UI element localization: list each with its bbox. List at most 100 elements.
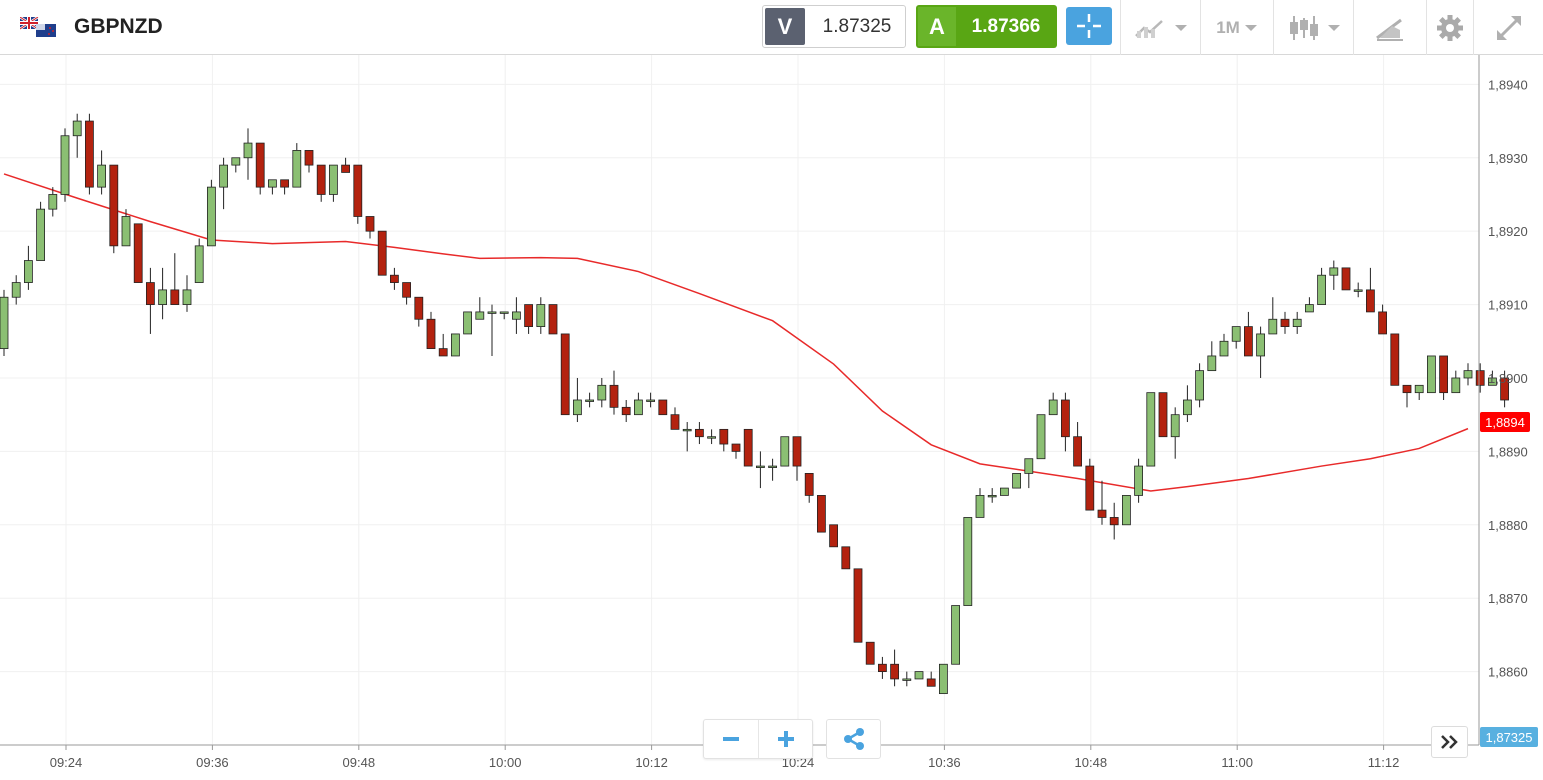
candle-body [695,428,704,438]
candle-body [1073,436,1082,467]
candle [609,370,619,415]
zoom-in-button[interactable] [759,720,813,758]
candle [1402,384,1412,408]
candle-body [1036,414,1046,460]
uk-flag-icon [20,17,56,37]
candle-body [548,304,558,335]
candle-body [914,671,924,680]
candle-body [255,142,265,188]
x-tick-label: 09:48 [343,755,376,770]
candle [121,209,131,247]
candle [926,671,936,687]
candle [377,230,387,276]
candle-body [1219,340,1229,357]
candle [1353,282,1363,298]
candle [853,568,863,643]
crosshair-button[interactable] [1066,7,1112,45]
candle-body [865,641,875,665]
candle [36,201,45,261]
candle-body [780,436,790,467]
y-tick-label: 1,8890 [1488,444,1528,459]
candle-body [1244,326,1253,357]
y-tick-label: 1,8940 [1488,77,1528,92]
candle-body [85,120,94,188]
candlestick-icon [1289,15,1318,40]
scroll-to-latest-button[interactable] [1431,726,1468,758]
candle-body [292,150,302,188]
candle-body [939,663,948,695]
indicator-button[interactable] [1120,0,1200,55]
sell-button[interactable]: V 1.87325 [762,5,906,48]
candle [463,311,473,335]
candle-body [585,399,594,402]
candle-body [487,311,497,314]
candle-body [682,428,692,432]
candle-body [524,304,533,327]
drawing-tool-button[interactable] [1353,0,1426,55]
candle [1231,326,1241,349]
fullscreen-icon [1496,15,1521,40]
candle-body [768,465,777,468]
y-tick-label: 1,8930 [1488,151,1528,166]
indicator-icon [1134,19,1163,38]
candle [804,473,814,503]
fullscreen-button[interactable] [1473,0,1543,55]
candle-body [280,179,290,188]
candle [951,605,960,665]
timeframe-label: 1M [1216,17,1240,37]
current-price-label: 1,8894 [1485,415,1525,430]
candle [0,289,9,356]
candle-body [512,311,521,320]
y-tick-label: 1,8900 [1488,371,1528,386]
candle [573,377,582,423]
drawing-tool-icon [1376,18,1403,41]
candle-body [1146,392,1156,467]
candle [914,671,924,680]
y-tick-label: 1,8870 [1488,591,1528,606]
candle-body [1292,318,1302,327]
chart-type-button[interactable] [1273,0,1353,55]
candle-body [1500,377,1509,401]
candle [512,297,521,334]
candle-body [1061,399,1070,438]
candle-body [573,399,582,416]
candle [133,223,143,283]
candle-body [902,678,912,681]
candle [1366,267,1375,313]
candle [1036,414,1046,460]
candle-body [60,135,70,195]
candle [487,304,497,356]
candlestick-chart[interactable]: 1,8940 1,8930 1,8920 1,8910 1,8900 1,8890 1,88… [0,55,1543,780]
buy-button[interactable]: A 1.87366 [916,5,1057,48]
candle-body [597,384,607,401]
candle [585,392,594,408]
candle [1317,267,1326,305]
candle-body [1268,318,1278,335]
candle-body [792,436,802,467]
candle [1207,341,1217,372]
symbol-title: GBPNZD [74,15,163,38]
candle-body [1048,399,1058,416]
candle-body [963,517,973,606]
candle [109,164,119,254]
candle-body [1256,333,1265,357]
candle [1292,311,1302,334]
candle-body [926,678,936,687]
candle-body [1439,355,1448,394]
candle [963,517,973,606]
share-button[interactable] [826,719,881,759]
candle [1183,385,1192,423]
candle-body [0,296,9,350]
candle [85,113,94,195]
candle-body [646,399,655,402]
candle-body [1427,355,1436,394]
candle-body [1109,517,1119,526]
settings-button[interactable] [1426,0,1473,55]
chart-area[interactable]: 1,8940 1,8930 1,8920 1,8910 1,8900 1,8890 1,88… [0,55,1543,780]
candle-body [48,194,58,210]
nz-flag-icon [36,24,56,37]
zoom-out-button[interactable] [704,720,758,758]
candle [1048,392,1058,416]
timeframe-selector[interactable]: 1M [1200,0,1273,55]
chart-toolbar: GBPNZD V 1.87325 A 1.87366 1M [0,0,1543,55]
